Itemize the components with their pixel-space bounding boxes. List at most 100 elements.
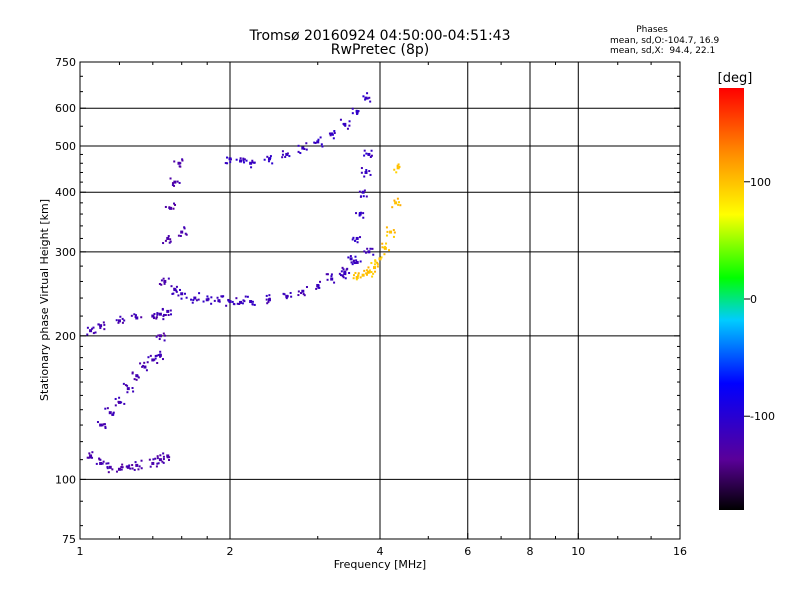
x-tick-label: 6 <box>464 545 471 558</box>
data-point-scatter <box>236 302 239 305</box>
data-point-scatter <box>179 162 182 165</box>
data-point <box>343 272 347 276</box>
data-point-scatter <box>359 260 362 263</box>
data-point-scatter <box>104 425 107 428</box>
colorbar-tick-label: 100 <box>750 176 771 189</box>
data-point <box>285 152 289 156</box>
data-point-scatter <box>242 159 245 162</box>
data-point <box>205 298 209 302</box>
data-point-scatter <box>355 278 358 281</box>
data-point <box>108 411 112 415</box>
data-point-scatter <box>346 267 349 270</box>
data-point-scatter <box>281 153 284 156</box>
data-point-scatter <box>350 261 353 264</box>
data-point <box>89 329 93 333</box>
data-point-scatter <box>319 280 322 283</box>
data-point-scatter <box>368 269 371 272</box>
data-point-scatter <box>190 298 193 301</box>
data-point-scatter <box>121 463 124 466</box>
data-point-scatter <box>266 302 269 305</box>
data-point-scatter <box>269 157 272 160</box>
data-point-scatter <box>183 292 186 295</box>
data-point-scatter <box>207 298 210 301</box>
data-point-scatter <box>114 397 117 400</box>
data-point <box>166 236 170 240</box>
data-point-scatter <box>325 273 328 276</box>
data-point-scatter <box>164 239 167 242</box>
data-point-scatter <box>154 457 157 460</box>
data-point-scatter <box>145 369 148 372</box>
data-point-scatter <box>393 199 396 202</box>
data-point-scatter <box>359 236 362 239</box>
data-point-scatter <box>181 159 184 162</box>
x-axis-label: Frequency [MHz] <box>334 558 426 571</box>
data-point-scatter <box>121 317 124 320</box>
data-point-scatter <box>347 256 350 259</box>
data-point-scatter <box>166 456 169 459</box>
data-point <box>355 236 359 240</box>
data-point-scatter <box>369 247 372 250</box>
data-point-scatter <box>185 296 188 299</box>
data-point-scatter <box>376 261 379 264</box>
data-point <box>358 212 362 216</box>
data-point-scatter <box>360 171 363 174</box>
data-point-scatter <box>123 402 126 405</box>
x-tick-label: 2 <box>227 545 234 558</box>
data-point-scatter <box>171 292 174 295</box>
data-point <box>180 230 184 234</box>
data-point <box>394 201 398 205</box>
data-point <box>158 458 162 462</box>
data-point-scatter <box>355 112 358 115</box>
data-point-scatter <box>140 459 143 462</box>
data-point <box>108 465 112 469</box>
data-point-scatter <box>281 150 284 153</box>
data-point-scatter <box>115 470 118 473</box>
data-point-scatter <box>152 314 155 317</box>
data-point-scatter <box>117 321 120 324</box>
data-point-scatter <box>370 270 373 273</box>
colorbar-tick-label: -100 <box>750 410 775 423</box>
data-point-scatter <box>164 334 167 337</box>
data-point-scatter <box>251 159 254 162</box>
chart-subtitle: RwPretec (8p) <box>331 42 429 58</box>
data-point <box>217 299 221 303</box>
data-point-scatter <box>239 157 242 160</box>
data-point-scatter <box>158 338 161 341</box>
data-point-scatter <box>137 376 140 379</box>
data-point-scatter <box>397 203 400 206</box>
data-point-scatter <box>95 462 98 465</box>
data-point <box>355 260 359 264</box>
data-point-scatter <box>354 261 357 264</box>
data-point-scatter <box>316 285 319 288</box>
data-point-scatter <box>92 326 95 329</box>
data-point-scatter <box>87 456 90 459</box>
data-point-scatter <box>284 155 287 158</box>
data-point-scatter <box>163 282 166 285</box>
data-point <box>239 159 243 163</box>
data-point-scatter <box>355 109 358 112</box>
data-point-scatter <box>103 423 106 426</box>
data-point-scatter <box>373 263 376 266</box>
data-point-scatter <box>348 272 351 275</box>
data-point-scatter <box>94 331 97 334</box>
data-point-scatter <box>232 302 235 305</box>
data-point-scatter <box>135 378 138 381</box>
data-point <box>126 465 130 469</box>
data-point-scatter <box>362 195 365 198</box>
data-point-scatter <box>362 95 365 98</box>
data-point <box>166 309 170 313</box>
data-point-scatter <box>376 265 379 268</box>
data-point-scatter <box>370 149 373 152</box>
phases-o-stats: mean, sd,O:-104.7, 16.9 <box>610 36 720 46</box>
data-point-scatter <box>399 204 402 207</box>
data-point-scatter <box>333 281 336 284</box>
data-point-scatter <box>267 300 270 303</box>
data-point-scatter <box>355 212 358 215</box>
data-point <box>163 279 167 283</box>
data-point <box>99 423 103 427</box>
data-point-scatter <box>213 299 216 302</box>
data-point <box>177 161 181 165</box>
data-point-scatter <box>265 298 268 301</box>
colorbar-label: [deg] <box>718 71 753 86</box>
